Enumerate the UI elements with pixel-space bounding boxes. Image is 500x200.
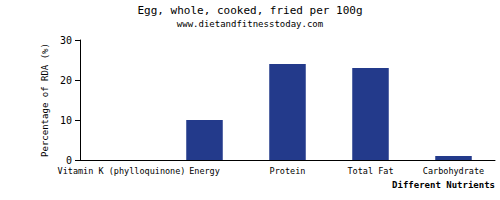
svg-text:Total Fat: Total Fat xyxy=(347,166,393,176)
svg-text:10: 10 xyxy=(60,115,72,126)
svg-text:www.dietandfitnesstoday.com: www.dietandfitnesstoday.com xyxy=(177,19,323,29)
svg-text:0: 0 xyxy=(66,155,72,166)
svg-text:Percentage of RDA (%): Percentage of RDA (%) xyxy=(40,43,50,157)
svg-text:Egg, whole, cooked, fried per: Egg, whole, cooked, fried per 100g xyxy=(137,4,362,17)
svg-text:Carbohydrate: Carbohydrate xyxy=(423,166,484,176)
svg-text:Protein: Protein xyxy=(270,166,306,176)
svg-text:Different Nutrients: Different Nutrients xyxy=(392,180,495,190)
svg-text:20: 20 xyxy=(60,75,72,86)
svg-text:Vitamin K (phylloquinone): Vitamin K (phylloquinone) xyxy=(58,166,186,176)
svg-text:Energy: Energy xyxy=(189,166,220,176)
svg-text:30: 30 xyxy=(60,35,72,46)
